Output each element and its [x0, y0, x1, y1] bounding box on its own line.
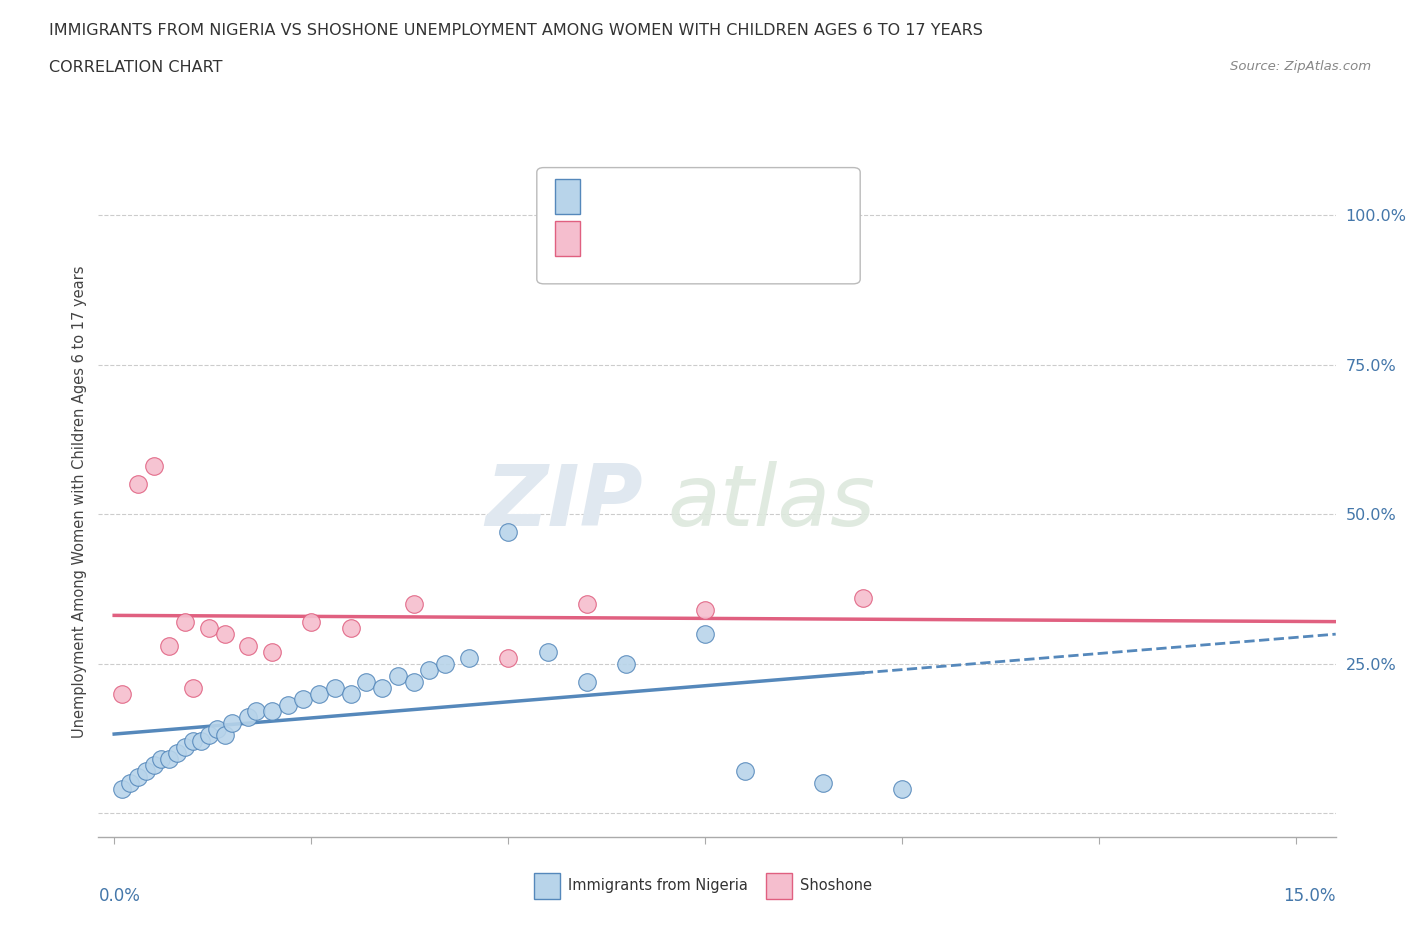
- Point: [205, 722, 228, 737]
- Point: [197, 620, 219, 635]
- Point: [245, 704, 267, 719]
- Point: [339, 620, 361, 635]
- Point: [142, 458, 165, 473]
- Point: [111, 686, 134, 701]
- Point: [496, 525, 519, 539]
- Text: 0.0%: 0.0%: [98, 887, 141, 905]
- Point: [356, 674, 378, 689]
- Point: [127, 477, 149, 492]
- Point: [891, 782, 914, 797]
- Point: [236, 638, 259, 653]
- Point: [434, 657, 457, 671]
- Point: [111, 782, 134, 797]
- Point: [157, 751, 180, 766]
- Point: [181, 680, 204, 695]
- Point: [308, 686, 330, 701]
- Point: [852, 591, 875, 605]
- Text: 15.0%: 15.0%: [1284, 887, 1336, 905]
- Point: [813, 776, 835, 790]
- Y-axis label: Unemployment Among Women with Children Ages 6 to 17 years: Unemployment Among Women with Children A…: [72, 266, 87, 738]
- Point: [536, 644, 558, 659]
- Text: ZIP: ZIP: [485, 460, 643, 544]
- Point: [190, 734, 212, 749]
- Point: [277, 698, 299, 713]
- Point: [174, 615, 197, 630]
- Point: [221, 716, 243, 731]
- Point: [323, 680, 346, 695]
- Point: [695, 603, 717, 618]
- Text: atlas: atlas: [668, 460, 876, 544]
- Point: [214, 728, 236, 743]
- Point: [616, 657, 638, 671]
- Point: [142, 758, 165, 773]
- Point: [576, 674, 599, 689]
- Point: [197, 728, 219, 743]
- Text: Shoshone: Shoshone: [800, 878, 872, 893]
- Point: [214, 626, 236, 641]
- Point: [371, 680, 394, 695]
- Text: CORRELATION CHART: CORRELATION CHART: [49, 60, 222, 75]
- Point: [118, 776, 141, 790]
- Text: R = 0.380   N = 38: R = 0.380 N = 38: [589, 179, 773, 197]
- Point: [260, 644, 283, 659]
- Point: [496, 650, 519, 665]
- Point: [695, 626, 717, 641]
- Point: [181, 734, 204, 749]
- Point: [150, 751, 173, 766]
- Point: [127, 770, 149, 785]
- Point: [387, 668, 409, 683]
- Point: [135, 764, 157, 778]
- Point: [734, 764, 756, 778]
- Text: Immigrants from Nigeria: Immigrants from Nigeria: [568, 878, 748, 893]
- Point: [292, 692, 315, 707]
- Point: [166, 746, 188, 761]
- Point: [174, 740, 197, 755]
- Point: [402, 674, 425, 689]
- Point: [418, 662, 440, 677]
- Point: [260, 704, 283, 719]
- Point: [299, 615, 322, 630]
- Point: [339, 686, 361, 701]
- Text: IMMIGRANTS FROM NIGERIA VS SHOSHONE UNEMPLOYMENT AMONG WOMEN WITH CHILDREN AGES : IMMIGRANTS FROM NIGERIA VS SHOSHONE UNEM…: [49, 23, 983, 38]
- Point: [236, 710, 259, 724]
- Point: [402, 596, 425, 611]
- Point: [157, 638, 180, 653]
- Text: R =  0.131   N = 17: R = 0.131 N = 17: [589, 220, 779, 239]
- Point: [576, 596, 599, 611]
- Text: Source: ZipAtlas.com: Source: ZipAtlas.com: [1230, 60, 1371, 73]
- Point: [457, 650, 479, 665]
